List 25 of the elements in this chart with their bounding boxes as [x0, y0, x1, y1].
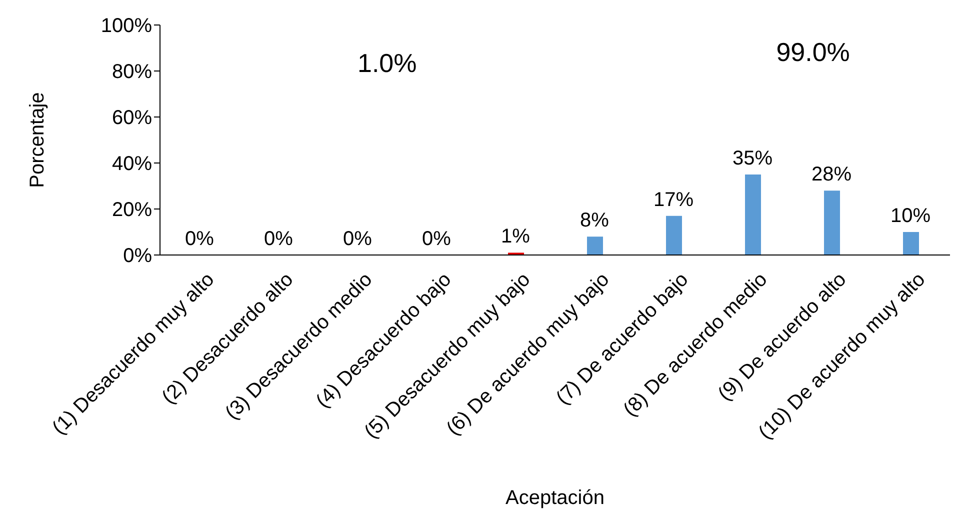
- y-tick-label: 60%: [112, 107, 152, 130]
- y-tick-label: 20%: [112, 199, 152, 222]
- x-axis-title: Aceptación: [506, 487, 604, 510]
- bar: [824, 190, 840, 255]
- data-label: 17%: [653, 188, 694, 211]
- y-tick-label: 40%: [112, 153, 152, 176]
- y-tick-label: 100%: [100, 15, 152, 38]
- data-label: 0%: [185, 228, 214, 250]
- data-label: 28%: [811, 164, 852, 186]
- bar: [666, 216, 682, 255]
- annotation: 99.0%: [776, 36, 850, 68]
- data-label: 0%: [343, 228, 372, 250]
- data-label: 0%: [264, 228, 294, 250]
- data-label: 1%: [501, 226, 530, 248]
- data-label: 10%: [890, 205, 931, 227]
- data-label: 0%: [422, 228, 452, 250]
- bar: [903, 232, 919, 255]
- bar: [587, 236, 603, 255]
- data-label: 8%: [580, 210, 610, 232]
- y-tick-label: 0%: [123, 245, 152, 268]
- y-axis-title: Porcentaje: [26, 92, 50, 188]
- y-tick-label: 80%: [112, 61, 152, 84]
- bar: [745, 174, 761, 255]
- annotation: 1.0%: [358, 48, 417, 79]
- data-label: 35%: [732, 148, 773, 170]
